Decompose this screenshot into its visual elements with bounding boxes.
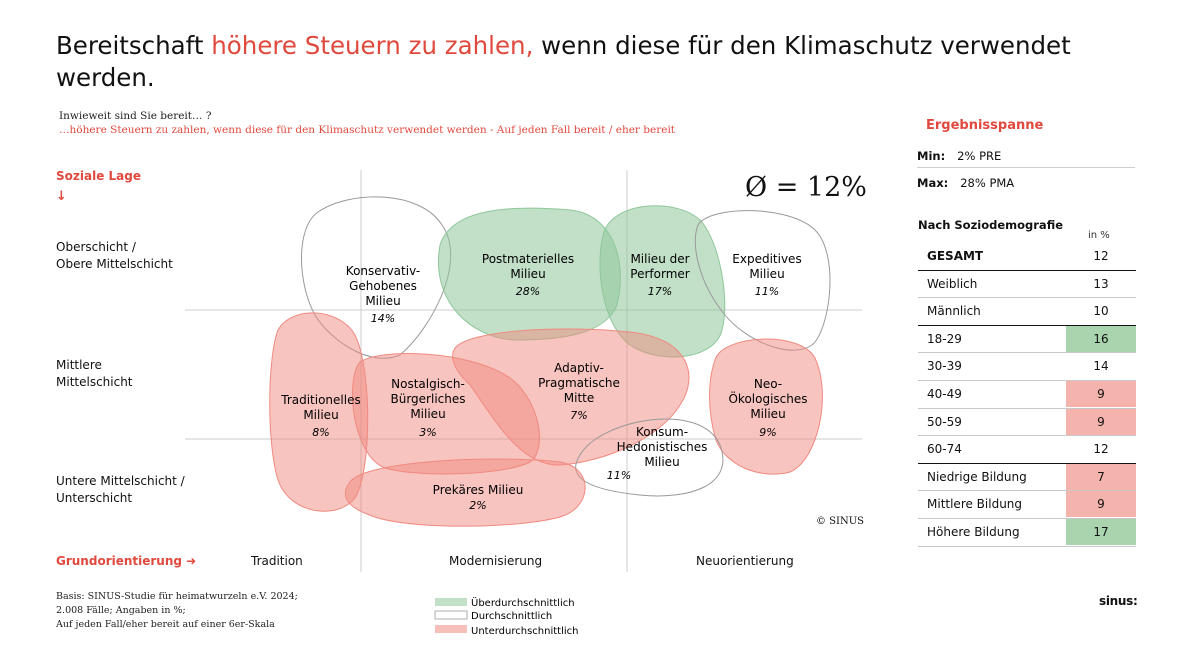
table-row: Höhere Bildung 17 <box>918 518 1136 547</box>
row-label: 60-74 <box>927 442 962 457</box>
milieu-label-pre: Prekäres Milieu <box>433 483 524 497</box>
row-label: GESAMT <box>927 249 984 263</box>
page-title: Bereitschaft höhere Steuern zu zahlen, w… <box>56 31 1071 92</box>
sozio-title: Nach Soziodemografie <box>918 218 1064 232</box>
row-value: 9 <box>1066 491 1136 518</box>
milieu-value-per: 17% <box>648 285 672 298</box>
milieu-value-nos: 3% <box>419 426 436 439</box>
table-row: 40-49 9 <box>918 380 1136 409</box>
row-value: 12 <box>1093 442 1109 457</box>
row-value: 10 <box>1093 304 1109 319</box>
blob-hed <box>575 418 724 497</box>
row-label: Weiblich <box>927 276 978 291</box>
table-row: Niedrige Bildung 7 <box>918 463 1136 492</box>
milieu-value-pmi: 28% <box>516 285 540 298</box>
milieu-label-nos: Nostalgisch-Bürgerliches Milieu <box>391 377 466 421</box>
blob-neo <box>709 338 823 475</box>
table-row: 50-59 9 <box>918 408 1136 437</box>
row-value: 9 <box>1066 408 1136 435</box>
unit-label: in % <box>1088 230 1110 241</box>
y-level-middle: Mittlere Mittelschicht <box>56 358 133 389</box>
milieu-value-kog: 14% <box>371 312 395 325</box>
row-label: Höhere Bildung <box>927 524 1020 539</box>
milieu-value-exp: 11% <box>755 285 779 298</box>
legend-label-average: Durchschnittlich <box>471 611 552 622</box>
row-value: 14 <box>1093 359 1109 374</box>
legend-label-above: Überdurchschnittlich <box>471 596 575 609</box>
milieu-value-hed: 11% <box>607 469 631 482</box>
arrow-right-icon: ➜ <box>186 554 197 568</box>
blob-per <box>599 205 726 358</box>
legend-swatch-above <box>435 598 467 606</box>
milieu-label-per: Milieu der Performer <box>630 252 689 281</box>
milieu-label-neo: Neo-Ökologisches Milieu <box>728 377 807 421</box>
legend-swatch-average <box>434 610 468 620</box>
milieu-label-hed: Konsum-Hedonistisches Milieu <box>617 425 708 469</box>
milieu-label-tra: Traditionelles Milieu <box>280 393 360 422</box>
row-value: 9 <box>1066 380 1136 407</box>
milieu-value-neo: 9% <box>759 426 776 439</box>
blob-pre <box>344 458 586 527</box>
table-row: 30-39 14 <box>918 353 1136 381</box>
y-level-lower: Untere Mittelschicht / Unterschicht <box>56 474 185 505</box>
row-label: Mittlere Bildung <box>927 497 1023 512</box>
copyright: © SINUS <box>816 516 865 527</box>
arrow-down-icon: ↓ <box>56 189 67 204</box>
table-row: 60-74 12 <box>918 436 1136 464</box>
legend-swatch-below <box>435 625 467 633</box>
table-row: Männlich 10 <box>918 298 1136 326</box>
sozio-table: GESAMT 12 Weiblich 13 Männlich 10 18-29 16 30-39… <box>918 243 1136 547</box>
blob-adp <box>452 328 690 466</box>
row-label: Niedrige Bildung <box>927 469 1027 484</box>
average-label: Ø = 12% <box>745 172 867 203</box>
milieu-label-exp: Expeditives Milieu <box>732 252 801 281</box>
x-axis-title: Grundorientierung ➜ <box>56 554 197 568</box>
table-row: 18-29 16 <box>918 325 1136 354</box>
x-category-tradition: Tradition <box>251 554 303 568</box>
row-label: 30-39 <box>927 359 962 374</box>
milieu-value-adp: 7% <box>570 409 587 422</box>
range-title: Ergebnisspanne <box>926 118 1044 133</box>
row-value: 7 <box>1066 463 1136 490</box>
table-row: GESAMT 12 <box>918 243 1136 271</box>
milieu-value-tra: 8% <box>312 426 329 439</box>
question-intro: Inwieweit sind Sie bereit… ? <box>59 110 212 122</box>
row-value: 12 <box>1093 249 1109 263</box>
range-min: Min: 2% PRE <box>917 149 1002 163</box>
milieu-label-adp: Adaptiv-Pragmatische Mitte <box>538 361 620 405</box>
row-label: 40-49 <box>927 386 962 401</box>
row-value: 16 <box>1066 325 1136 352</box>
row-value: 17 <box>1066 518 1136 545</box>
row-label: Männlich <box>927 304 981 319</box>
milieu-label-kog: Konservativ-Gehobenes Milieu <box>346 264 420 308</box>
y-axis-title: Soziale Lage <box>56 169 141 183</box>
range-divider <box>917 167 1135 168</box>
x-category-modernisierung: Modernisierung <box>449 554 543 568</box>
row-value: 13 <box>1093 276 1109 291</box>
milieu-value-pre: 2% <box>469 499 486 512</box>
question-text: …höhere Steuern zu zahlen, wenn diese fü… <box>59 124 676 136</box>
x-category-neuorientierung: Neuorientierung <box>696 554 794 568</box>
table-row: Mittlere Bildung 9 <box>918 491 1136 519</box>
table-row: Weiblich 13 <box>918 271 1136 299</box>
legend-label-below: Unterdurchschnittlich <box>471 626 578 637</box>
milieu-label-pmi: Postmaterielles Milieu <box>482 252 574 281</box>
sinus-logo: sinus: <box>1099 594 1138 608</box>
blob-kog <box>301 196 452 359</box>
range-max: Max: 28% PMA <box>917 176 1015 190</box>
y-level-upper: Oberschicht / Obere Mittelschicht <box>56 240 173 271</box>
row-label: 18-29 <box>927 331 962 346</box>
basis-note: Basis: SINUS-Studie für heimatwurzeln e.… <box>56 591 298 630</box>
row-label: 50-59 <box>927 414 962 429</box>
blob-exp <box>694 210 831 351</box>
